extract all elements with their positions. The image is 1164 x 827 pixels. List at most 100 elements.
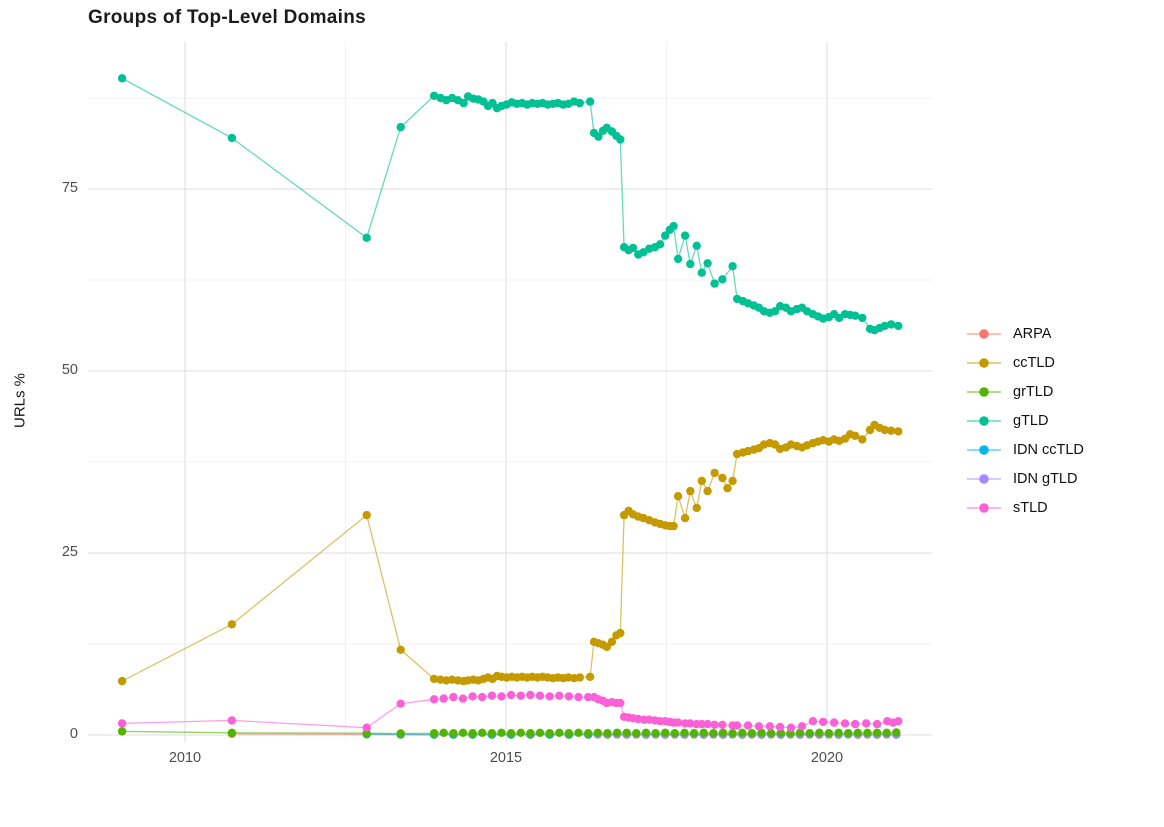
data-point-gtld [851, 311, 860, 320]
data-point-grtld [670, 729, 679, 738]
data-point-stld [765, 722, 775, 731]
data-point-cctld [575, 673, 584, 682]
data-point-gtld [692, 241, 701, 250]
legend-item-gtld: gTLD [966, 406, 1084, 435]
data-point-grtld [651, 729, 660, 738]
data-point-stld [872, 719, 882, 729]
data-point-cctld [697, 476, 706, 486]
data-point-gtld [880, 321, 889, 331]
data-point-grtld [516, 728, 525, 737]
data-point-stld [840, 719, 850, 728]
data-point-grtld [555, 728, 564, 737]
data-point-grtld [593, 728, 602, 737]
data-point-cctld [429, 674, 439, 684]
chart-title: Groups of Top-Level Domains [88, 7, 366, 28]
data-point-cctld [117, 676, 127, 686]
data-point-stld [439, 694, 448, 703]
data-point-stld [673, 718, 683, 727]
data-point-stld [686, 719, 695, 728]
data-point-grtld [429, 729, 439, 738]
data-point-gtld [117, 74, 127, 83]
data-point-cctld [669, 521, 678, 531]
data-point-grtld [699, 728, 708, 737]
data-point-stld [458, 694, 468, 703]
data-point-grtld [661, 728, 670, 737]
legend-key-icon-stld [967, 502, 1001, 513]
data-point-cctld [692, 503, 701, 513]
legend-item-idn-cctld: IDN ccTLD [966, 435, 1084, 464]
data-point-grtld [844, 729, 853, 738]
data-point-grtld [526, 729, 535, 738]
data-point-stld [227, 716, 237, 725]
data-point-grtld [603, 729, 612, 738]
legend-label-stld: sTLD [1013, 499, 1048, 516]
data-point-stld [555, 691, 564, 700]
data-point-gtld [697, 268, 706, 277]
data-point-cctld [673, 492, 683, 501]
data-point-grtld [853, 728, 862, 737]
data-point-cctld [894, 427, 903, 436]
legend-label-gtld: gTLD [1013, 412, 1049, 429]
data-point-grtld [545, 729, 554, 738]
data-point-cctld [703, 486, 712, 496]
data-point-gtld [616, 135, 625, 144]
legend-key-icon-grtld [967, 386, 1001, 397]
legend-item-grtld: grTLD [966, 377, 1084, 406]
data-point-grtld [622, 728, 631, 737]
y-tick-label: 0 [69, 726, 78, 742]
data-point-grtld [795, 728, 805, 737]
data-point-stld [754, 722, 764, 731]
y-tick-label: 50 [61, 362, 78, 378]
x-tick-label: 2015 [489, 750, 523, 766]
data-point-grtld [689, 729, 699, 738]
data-point-gtld [710, 279, 719, 288]
data-point-cctld [887, 426, 896, 435]
data-point-stld [449, 692, 458, 702]
data-point-stld [862, 719, 871, 728]
data-point-stld [506, 690, 516, 700]
data-point-grtld [574, 728, 583, 737]
data-point-gtld [459, 98, 468, 108]
legend-item-cctld: ccTLD [966, 348, 1084, 377]
data-point-stld [468, 692, 477, 701]
legend-key-icon-cctld [967, 357, 1001, 368]
y-axis-title: URLs % [11, 373, 29, 429]
data-point-grtld [892, 728, 901, 737]
data-point-gtld [673, 254, 683, 264]
x-tick-label: 2010 [168, 750, 202, 766]
legend-label-idn-cctld: IDN ccTLD [1013, 441, 1084, 458]
data-point-gtld [594, 132, 603, 141]
data-point-grtld [396, 729, 405, 738]
data-point-cctld [616, 628, 625, 638]
plot-area [88, 42, 932, 742]
legend-key-icon-arpa [967, 328, 1001, 339]
data-point-cctld [362, 510, 371, 520]
data-point-stld [584, 692, 593, 702]
data-point-stld [775, 722, 785, 732]
data-point-grtld [632, 729, 641, 738]
data-point-grtld [882, 728, 891, 737]
data-point-gtld [396, 122, 405, 132]
data-point-stld [564, 692, 574, 701]
data-point-stld [526, 690, 535, 700]
data-point-stld [894, 717, 903, 726]
data-point-gtld [429, 91, 439, 100]
data-point-stld [545, 692, 554, 701]
data-point-stld [487, 691, 497, 700]
data-point-gtld [362, 233, 371, 242]
data-point-grtld [766, 729, 776, 738]
data-point-stld [786, 723, 796, 732]
legend-label-grtld: grTLD [1013, 383, 1054, 400]
data-point-grtld [458, 728, 468, 737]
data-point-grtld [824, 729, 834, 738]
data-point-stld [574, 692, 583, 702]
data-point-grtld [641, 728, 651, 737]
data-point-grtld [718, 728, 728, 737]
data-point-gtld [227, 133, 237, 143]
data-point-stld [710, 720, 719, 729]
data-point-grtld [728, 729, 737, 738]
data-point-gtld [887, 320, 896, 329]
data-point-grtld [506, 729, 516, 738]
data-point-gtld [770, 307, 780, 316]
